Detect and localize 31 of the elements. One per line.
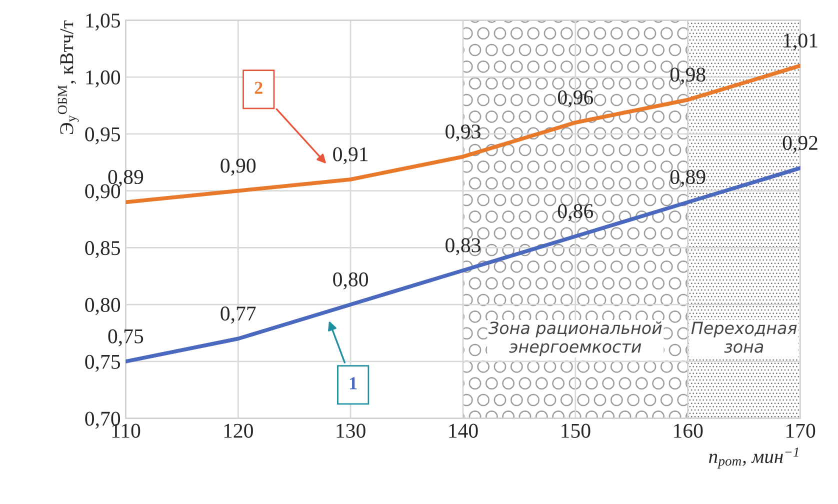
data-label: 0,90 — [220, 158, 256, 176]
data-label: 0,80 — [333, 272, 368, 290]
y-tick-label: 0,80 — [85, 298, 120, 315]
text: 1 — [350, 377, 357, 390]
data-label: 1,01 — [784, 33, 818, 51]
data-label: 0,93 — [446, 124, 480, 142]
data-label: 0,86 — [558, 204, 594, 222]
data-label: 0,98 — [670, 68, 706, 85]
y-tick-label: 1,05 — [86, 14, 120, 31]
x-axis-title: n$_{рот}$, мин$^{−1}$ — [709, 448, 798, 468]
data-label: 0,92 — [782, 136, 818, 153]
y-tick-label: 1,00 — [86, 70, 120, 88]
x-tick-label: 130 — [336, 424, 366, 438]
x-tick-label: 120 — [224, 424, 253, 438]
text: 2 — [254, 82, 262, 94]
data-label: 0,89 — [670, 170, 706, 188]
x-tick-label: 150 — [562, 424, 590, 438]
data-label: 0,75 — [108, 329, 144, 346]
data-label: 0,96 — [558, 90, 594, 108]
data-label: 0,83 — [446, 238, 480, 256]
y-tick-label: 0,85 — [85, 241, 120, 258]
band-label: Переходная зона — [691, 322, 797, 353]
band-label: Зона рациональной энергоемкости — [488, 321, 662, 356]
data-label: 0,91 — [333, 147, 368, 164]
y-axis-title: Э$_{у}$$^{ОБМ}$, кВтч/т — [58, 20, 79, 134]
x-tick-label: 170 — [786, 424, 816, 438]
y-tick-label: 0,75 — [85, 354, 120, 372]
x-tick-label: 160 — [674, 424, 703, 438]
data-label: 0,77 — [220, 306, 256, 324]
y-tick-label: 0,95 — [85, 127, 120, 144]
x-tick-label: 140 — [449, 424, 478, 438]
